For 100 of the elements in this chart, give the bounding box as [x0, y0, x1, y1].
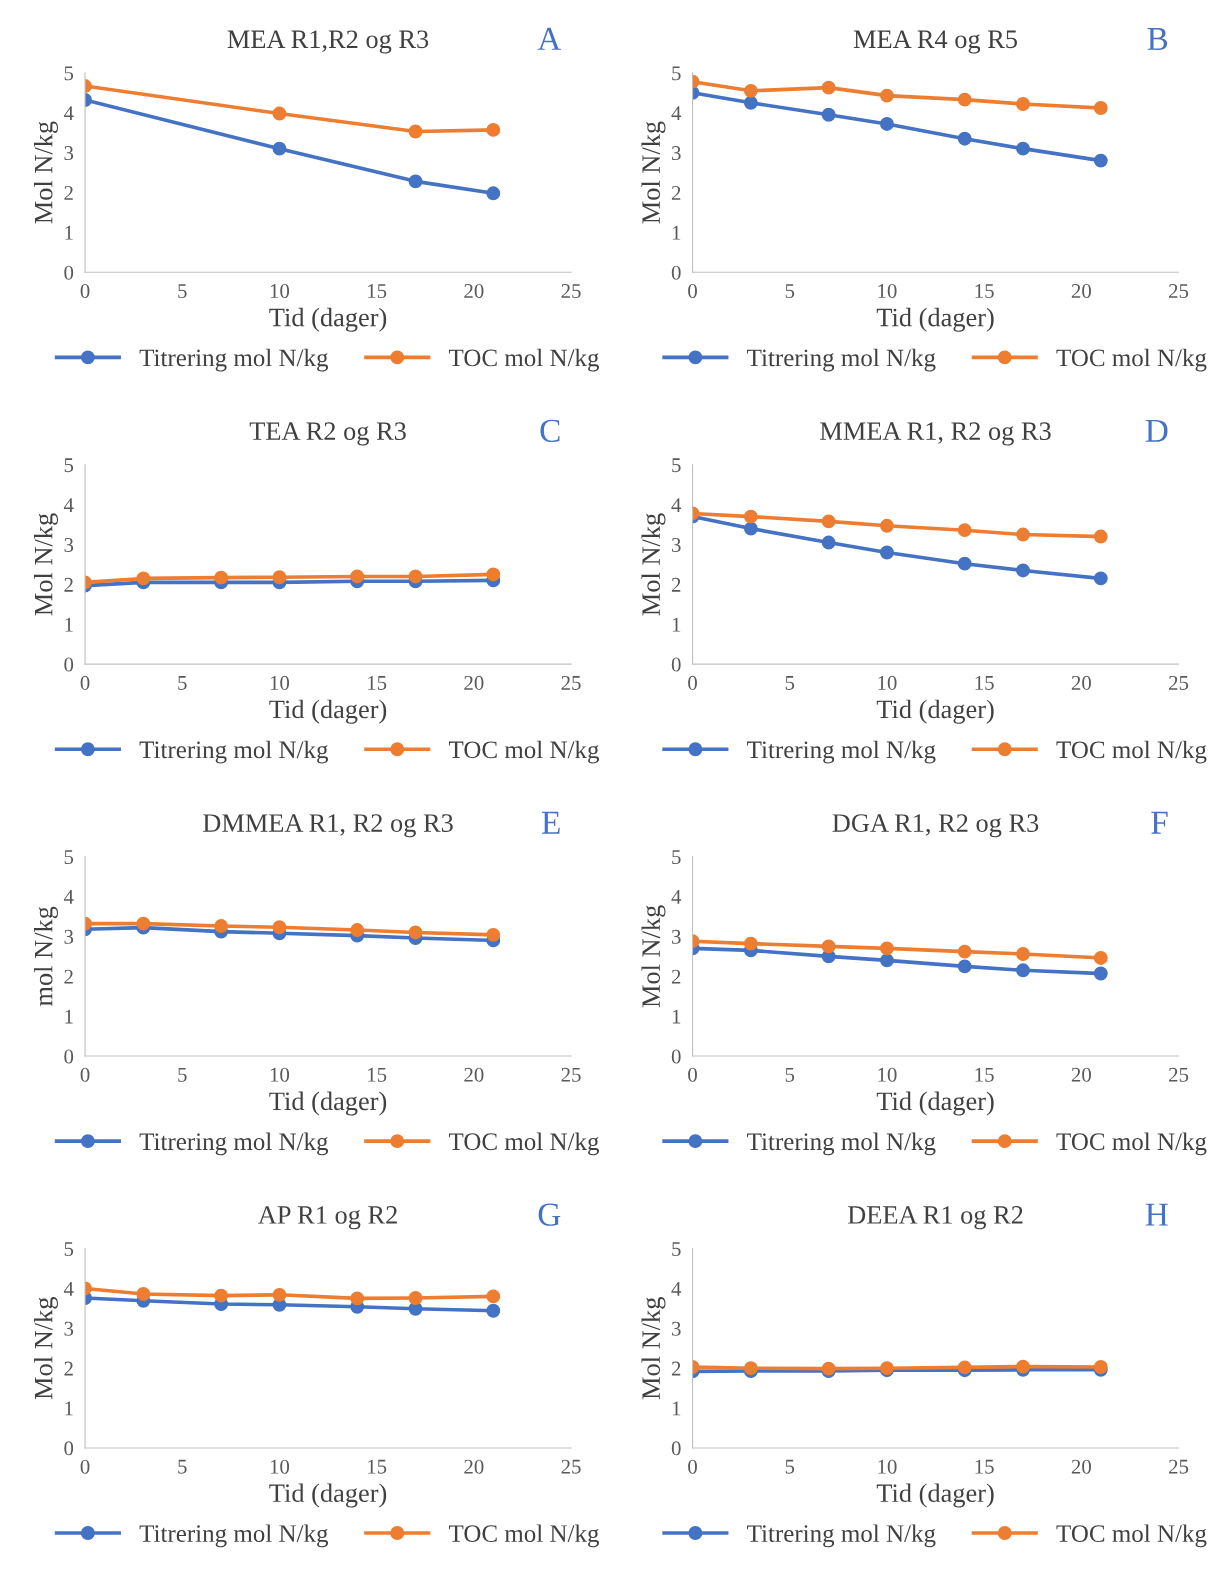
- x-tick-label: 25: [1169, 675, 1189, 690]
- y-tick-label: 3: [672, 537, 681, 552]
- text: F: [1151, 811, 1168, 834]
- y-tick-label: 0: [671, 1049, 681, 1064]
- point: [743, 521, 758, 536]
- legend-label: TOC mol N/kg: [448, 1524, 599, 1548]
- x-tick-label: 15: [368, 1459, 387, 1474]
- y-tick-label: 1: [65, 225, 73, 240]
- point: [1016, 563, 1030, 578]
- y-tick-label: 3: [672, 146, 681, 161]
- y-tick-label: 1: [65, 617, 73, 632]
- y-tick-label: 2: [671, 577, 681, 592]
- y-tick-label: 0: [671, 657, 681, 672]
- y-tick-label: 3: [64, 929, 74, 944]
- point: [272, 1287, 287, 1302]
- y-tick-label: 0: [64, 657, 74, 672]
- legend-label: TOC mol N/kg: [448, 1132, 599, 1156]
- legend-label: Titrering mol N/kg: [139, 348, 329, 372]
- point: [1016, 527, 1030, 542]
- text: A: [537, 27, 562, 50]
- chart-title: MMEA R1, R2 og R3: [820, 422, 1051, 446]
- x-tick-label: 5: [785, 284, 795, 299]
- text: B: [1147, 28, 1168, 50]
- x-tick-label: 15: [975, 1067, 994, 1082]
- legend-label: Titrering mol N/kg: [139, 1524, 329, 1548]
- y-tick-label: 1: [65, 1009, 73, 1024]
- point: [743, 95, 758, 110]
- point: [1016, 963, 1030, 978]
- x-tick-label: 25: [1169, 1067, 1189, 1082]
- point: [136, 571, 151, 586]
- y-tick-label: 2: [671, 969, 681, 984]
- legend-label: Titrering mol N/kg: [747, 740, 936, 764]
- x-tick-label: 10: [270, 283, 290, 299]
- x-tick-label: 25: [561, 675, 581, 690]
- point: [1093, 951, 1108, 965]
- chart-title: MEA R4 og R5: [853, 30, 1017, 54]
- y-tick-label: 2: [64, 969, 73, 984]
- point: [350, 1291, 365, 1306]
- y-tick-label: 1: [672, 225, 681, 240]
- x-axis-title: Tid (dager): [269, 699, 387, 724]
- x-tick-label: 0: [688, 675, 697, 690]
- point: [880, 518, 894, 533]
- text: E: [541, 811, 560, 834]
- y-tick-label: 5: [672, 850, 681, 865]
- x-tick-label: 20: [1071, 1067, 1091, 1082]
- point: [350, 569, 365, 584]
- point: [350, 923, 365, 937]
- point: [136, 916, 151, 931]
- x-axis-title: Tid (dager): [876, 699, 994, 724]
- x-tick-label: 20: [1071, 283, 1091, 299]
- x-tick-label: 5: [178, 1459, 187, 1474]
- point: [821, 107, 836, 122]
- point: [880, 941, 894, 956]
- point: [486, 122, 501, 137]
- y-tick-label: 5: [64, 1242, 74, 1256]
- x-tick-label: 5: [178, 676, 187, 690]
- y-tick-label: 5: [64, 66, 74, 81]
- x-tick-label: 10: [270, 1459, 290, 1474]
- point: [272, 106, 287, 121]
- x-tick-label: 25: [1169, 284, 1189, 299]
- y-tick-label: 2: [64, 1361, 73, 1376]
- x-tick-label: 0: [80, 1067, 90, 1082]
- x-tick-label: 10: [878, 1459, 897, 1474]
- y-tick-label: 0: [671, 1441, 681, 1456]
- y-tick-label: 0: [64, 1049, 74, 1064]
- x-tick-label: 20: [464, 675, 484, 690]
- chart-title: MEA R1,R2 og R3: [227, 30, 429, 54]
- x-tick-label: 0: [80, 1459, 90, 1474]
- legend-label: TOC mol N/kg: [448, 348, 599, 372]
- point: [821, 80, 836, 95]
- point: [957, 92, 972, 107]
- y-tick-label: 4: [671, 890, 682, 904]
- y-tick-label: 5: [672, 66, 681, 81]
- x-tick-label: 20: [1071, 675, 1091, 690]
- point: [1093, 529, 1108, 544]
- point: [272, 920, 287, 935]
- point: [1016, 947, 1030, 961]
- point: [957, 523, 972, 538]
- x-tick-label: 0: [688, 1459, 697, 1474]
- legend-label: Titrering mol N/kg: [139, 740, 329, 764]
- y-tick-label: 0: [64, 1441, 74, 1456]
- point: [486, 186, 501, 201]
- point: [743, 509, 758, 524]
- y-tick-label: 5: [64, 850, 74, 865]
- y-axis-title: Mol N/kg: [33, 1297, 58, 1400]
- x-tick-label: 15: [368, 675, 387, 690]
- point: [821, 939, 836, 954]
- text: G: [538, 1203, 561, 1226]
- x-tick-label: 10: [878, 675, 897, 690]
- x-tick-label: 10: [270, 675, 290, 690]
- y-tick-label: 1: [672, 1009, 681, 1024]
- legend-label: Titrering mol N/kg: [747, 1524, 936, 1548]
- point: [272, 141, 287, 156]
- x-tick-label: 0: [80, 675, 90, 690]
- y-tick-label: 0: [671, 265, 681, 280]
- point: [486, 567, 501, 582]
- x-tick-label: 20: [464, 1459, 484, 1474]
- chart-title: DEEA R1 og R2: [847, 1206, 1023, 1230]
- x-tick-label: 5: [785, 1459, 795, 1474]
- y-axis-title: Mol N/kg: [33, 513, 58, 616]
